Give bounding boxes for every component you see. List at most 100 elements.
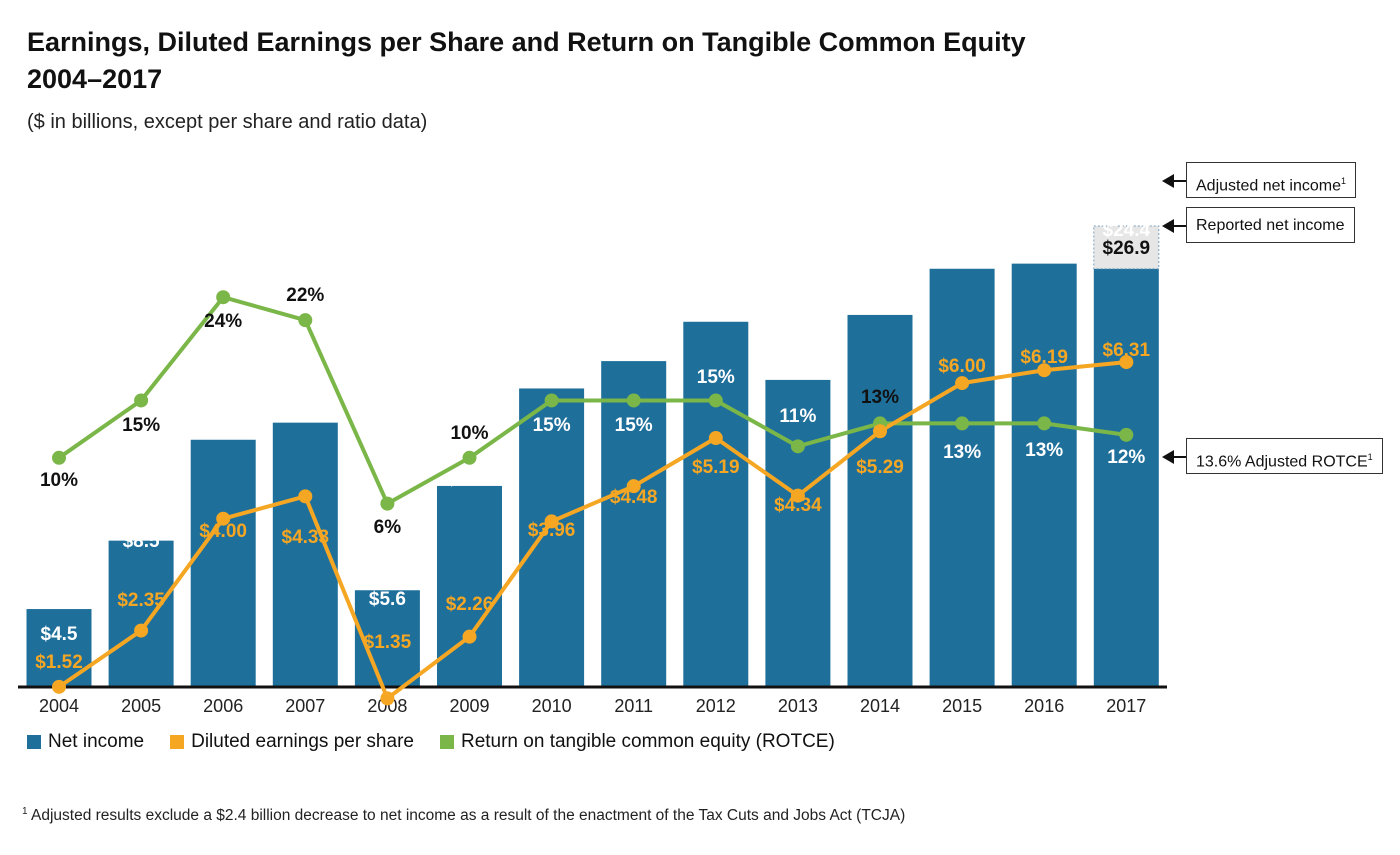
- eps-point-2016: [1037, 363, 1052, 378]
- rotce-point-2004: [52, 450, 66, 465]
- footnote-text: Adjusted results exclude a $2.4 billion …: [31, 807, 906, 825]
- adjusted-net-income-arrow-line: [1172, 180, 1186, 182]
- net-income-bar-2010: [519, 388, 585, 686]
- rotce-label-2012: 15%: [697, 367, 735, 388]
- eps-point-2009: [462, 629, 477, 644]
- rotce-label-2016: 13%: [1025, 440, 1063, 461]
- chart-subtitle: ($ in billions, except per share and rat…: [27, 111, 428, 133]
- x-tick-label-2008: 2008: [367, 696, 407, 716]
- net-income-bar-2004: [26, 609, 92, 686]
- adjusted-rotce-sup: 1: [1367, 452, 1373, 462]
- eps-label-2008: $1.35: [364, 632, 412, 653]
- rotce-point-2011: [626, 393, 641, 408]
- chart-title-line2: 2004–2017: [27, 64, 163, 94]
- net-income-bar-2011: [601, 361, 667, 686]
- adjusted-net-income-sup: 1: [1340, 176, 1346, 186]
- eps-point-2017: [1119, 355, 1134, 370]
- net-income-label-2017: $24.4: [1103, 220, 1151, 241]
- net-income-label-2016: $24.7: [1020, 214, 1068, 235]
- net-income-label-2013: $17.9: [774, 347, 822, 368]
- x-tick-label-2017: 2017: [1106, 696, 1146, 716]
- rotce-label-2007: 22%: [286, 285, 324, 306]
- legend-label-eps: Diluted earnings per share: [191, 731, 414, 752]
- eps-label-2012: $5.19: [692, 457, 740, 478]
- adjusted-rotce-callout: 13.6% Adjusted ROTCE1: [1186, 438, 1383, 474]
- adjusted-net-income-bar-2017: [1093, 225, 1160, 270]
- x-tick-label-2010: 2010: [532, 696, 572, 716]
- chart-title-line1: Earnings, Diluted Earnings per Share and…: [27, 27, 1026, 57]
- net-income-bar-2013: [765, 379, 831, 686]
- net-income-bar-2014: [847, 314, 913, 686]
- eps-point-2004: [52, 679, 66, 694]
- eps-label-2014: $5.29: [856, 457, 904, 478]
- rotce-point-2016: [1037, 416, 1052, 431]
- footnote-marker: 1: [22, 806, 28, 817]
- net-income-label-2009: $11.7: [446, 469, 493, 490]
- net-income-label-2014: $21.7: [856, 273, 904, 294]
- eps-label-2005: $2.35: [117, 590, 165, 611]
- rotce-line: [57, 295, 1127, 506]
- eps-label-2006: $4.00: [199, 521, 247, 542]
- rotce-label-2004: 10%: [40, 470, 78, 491]
- net-income-label-2008: $5.6: [369, 589, 406, 610]
- rotce-label-2011: 15%: [615, 415, 653, 436]
- eps-label-2013: $4.34: [774, 495, 822, 516]
- reported-net-income-arrow: [1162, 219, 1174, 233]
- eps-point-2010: [544, 514, 559, 529]
- rotce-label-2005: 15%: [122, 415, 160, 436]
- eps-label-2004: $1.52: [35, 652, 83, 673]
- adjusted-net-income-callout: Adjusted net income1: [1186, 162, 1356, 198]
- eps-label-2009: $2.26: [446, 594, 494, 615]
- net-income-label-2007: $15.4: [282, 397, 330, 418]
- eps-point-2015: [955, 376, 970, 391]
- legend-label-rotce: Return on tangible common equity (ROTCE): [460, 731, 835, 752]
- x-tick-label-2006: 2006: [203, 696, 243, 716]
- legend-item-eps: Diluted earnings per share: [170, 731, 414, 753]
- net-income-bar-2015: [929, 268, 995, 686]
- rotce-point-2008: [380, 496, 395, 511]
- eps-label-2007: $4.33: [282, 527, 330, 548]
- x-tick-label-2016: 2016: [1024, 696, 1064, 716]
- net-income-label-2004: $4.5: [41, 624, 78, 645]
- footnote: 1 Adjusted results exclude a $2.4 billio…: [22, 806, 905, 825]
- legend-item-net-income: Net income: [27, 731, 144, 753]
- rotce-label-2010: 15%: [533, 415, 571, 436]
- rotce-label-2017: 12%: [1107, 447, 1145, 468]
- adjusted-net-income-label-2017: $26.9: [1103, 238, 1151, 259]
- adjusted-rotce-arrow-line: [1172, 456, 1186, 458]
- x-tick-label-2011: 2011: [614, 696, 653, 716]
- eps-label-2011: $4.48: [610, 487, 658, 508]
- rotce-label-2014: 13%: [861, 387, 899, 408]
- x-tick-label-2005: 2005: [121, 696, 161, 716]
- net-income-label-2005: $8.5: [123, 531, 160, 552]
- rotce-label-2015: 13%: [943, 442, 981, 463]
- rotce-point-2010: [544, 393, 559, 408]
- x-tick-label-2012: 2012: [696, 696, 736, 716]
- eps-point-2012: [708, 431, 723, 446]
- net-income-bar-2005: [108, 540, 174, 686]
- eps-line: [57, 360, 1127, 701]
- legend-swatch-eps: [170, 735, 185, 749]
- rotce-label-2009: 10%: [450, 423, 488, 444]
- legend-label-net-income: Net income: [48, 731, 145, 752]
- reported-net-income-label: Reported net income: [1196, 217, 1345, 234]
- adjusted-net-income-label: Adjusted net income: [1196, 177, 1341, 195]
- rotce-point-2015: [955, 416, 970, 431]
- eps-label-2016: $6.19: [1020, 347, 1068, 368]
- chart-title: Earnings, Diluted Earnings per Share and…: [27, 24, 1127, 98]
- rotce-point-2009: [462, 450, 477, 465]
- eps-point-2014: [873, 424, 887, 439]
- net-income-bar-2016: [1011, 263, 1077, 686]
- eps-point-2007: [298, 489, 313, 504]
- legend-swatch-net-income: [27, 735, 41, 749]
- adjusted-net-income-arrow: [1162, 174, 1174, 188]
- adjusted-rotce-arrow: [1162, 450, 1174, 464]
- eps-point-2013: [790, 488, 805, 503]
- net-income-bar-2017: [1093, 268, 1159, 686]
- x-tick-label-2009: 2009: [449, 696, 489, 716]
- eps-point-2011: [626, 479, 641, 494]
- legend-swatch-rotce: [439, 735, 454, 749]
- eps-point-2008: [380, 691, 395, 706]
- reported-net-income-arrow-line: [1172, 225, 1186, 227]
- rotce-point-2012: [708, 393, 723, 408]
